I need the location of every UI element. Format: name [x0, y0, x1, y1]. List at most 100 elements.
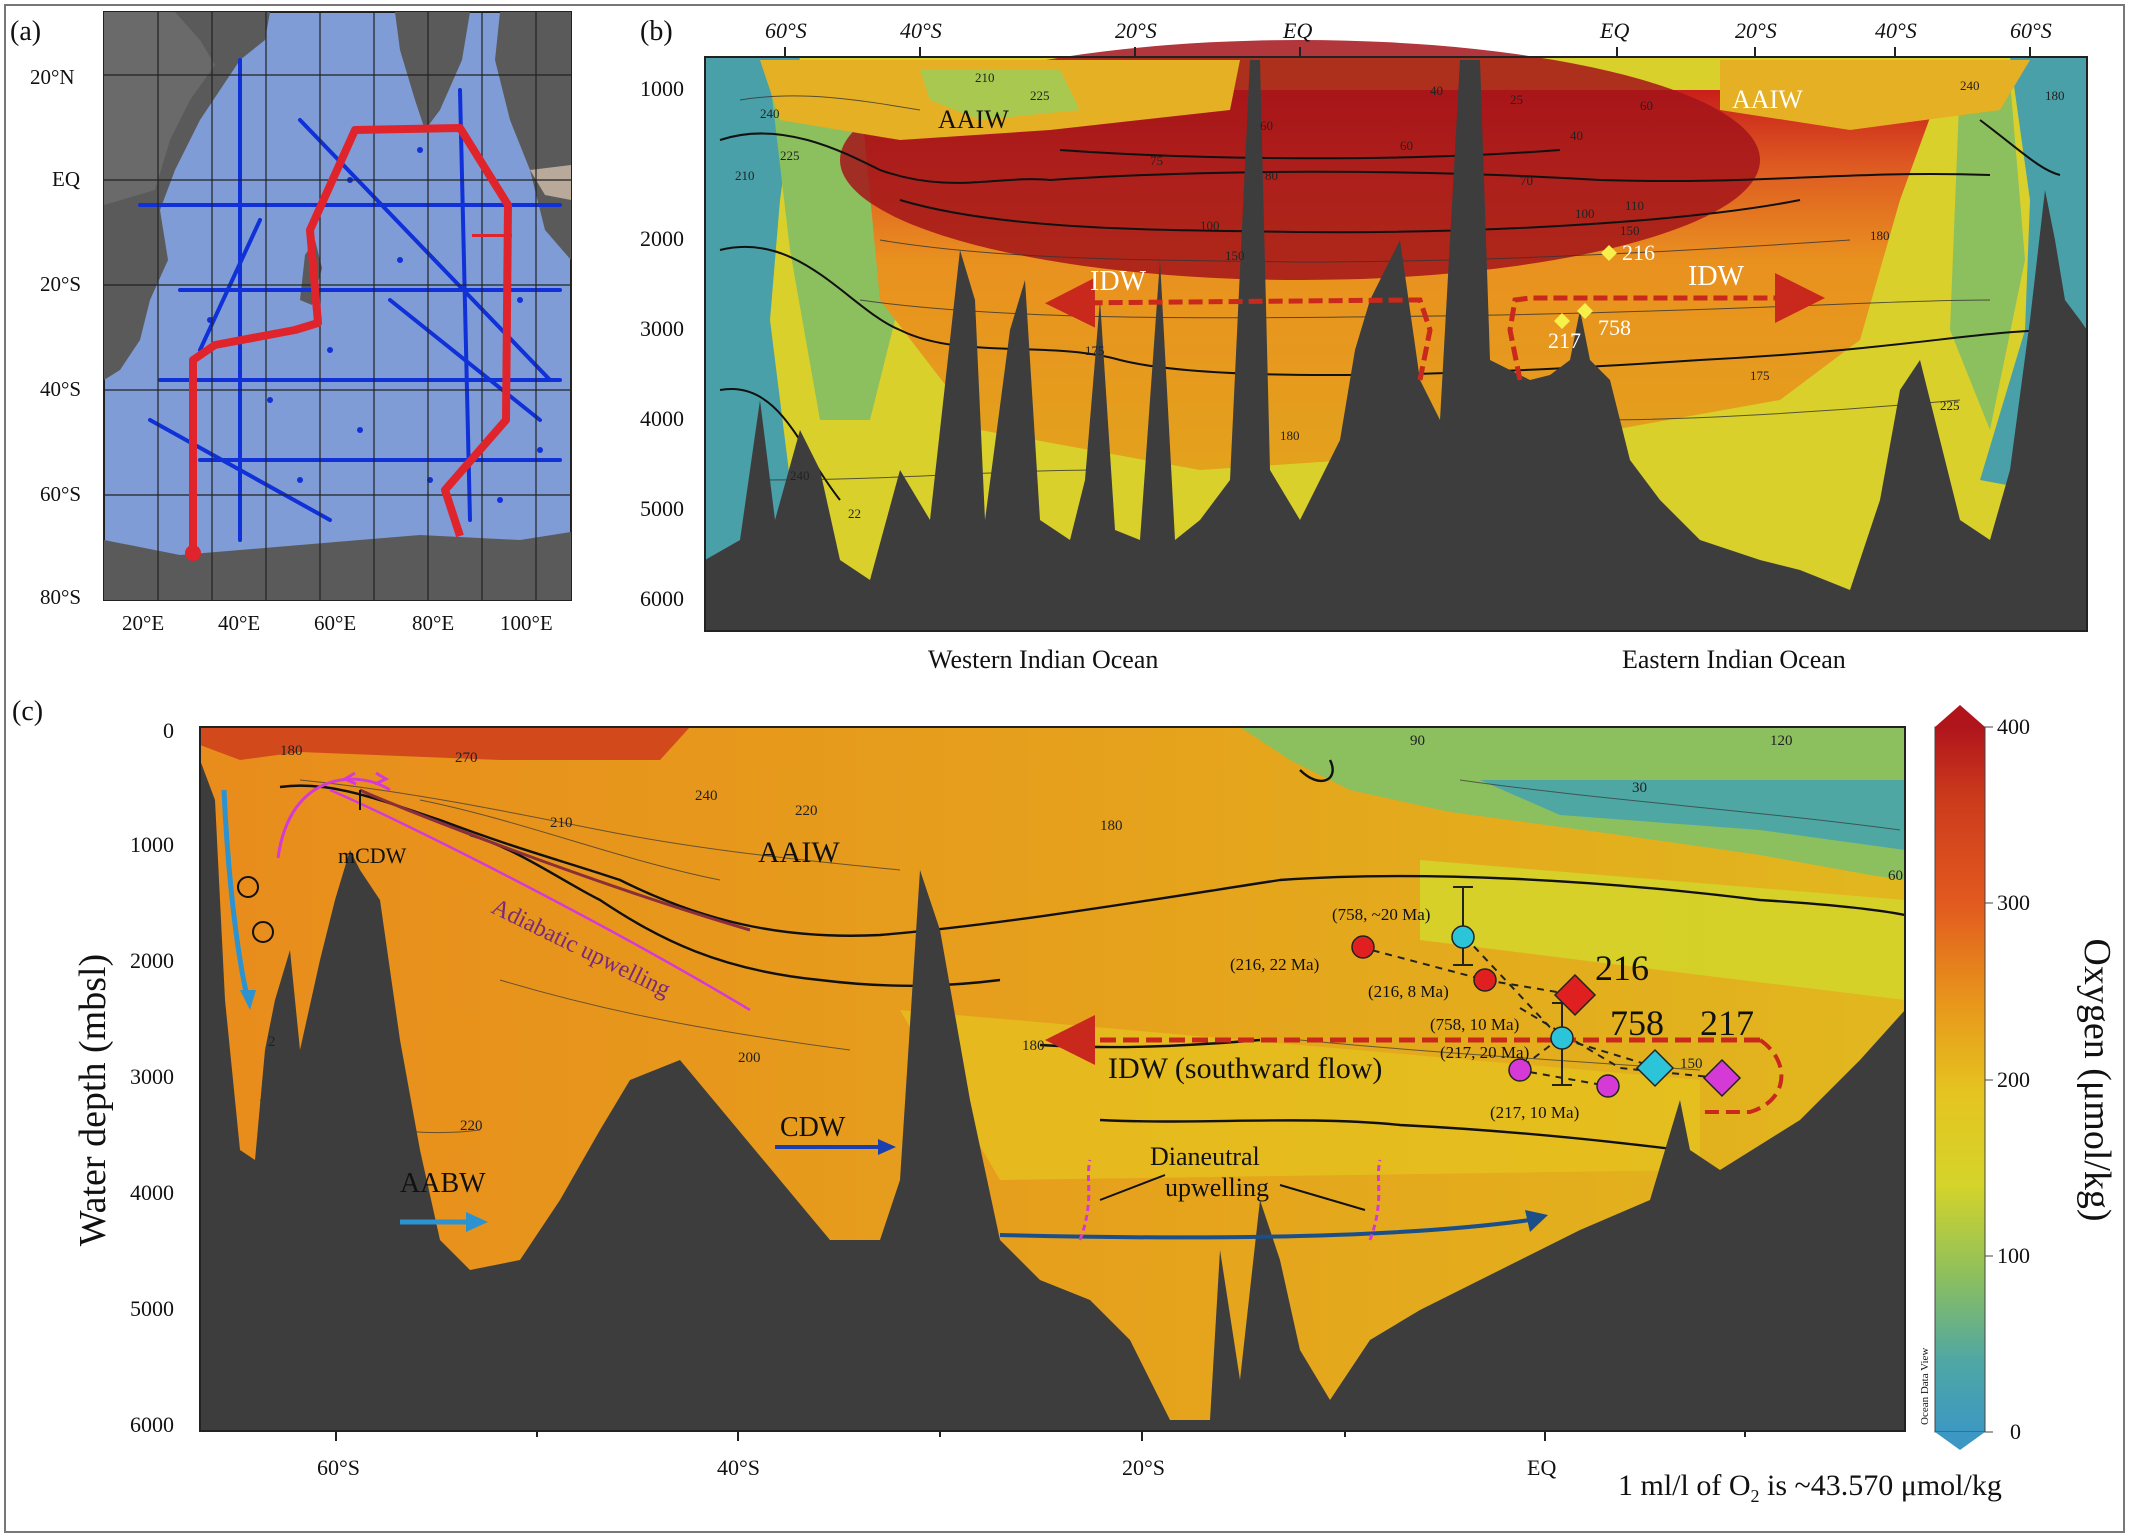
dianeutral-label-2: upwelling	[1165, 1173, 1269, 1202]
panel-b-section: 1000 2000 3000 4000 5000 6000 60°S 40°S …	[640, 16, 2088, 674]
site-758-label-c: 758	[1610, 1003, 1664, 1043]
top-lat-label: EQ	[1282, 18, 1312, 43]
contour-label: 200	[738, 1050, 761, 1066]
depth-label-c: 5000	[130, 1296, 174, 1321]
lat-label: 20°S	[40, 272, 81, 296]
aabw-arrow-head	[466, 1212, 488, 1232]
lon-label: 60°E	[314, 611, 356, 635]
site-217-diamond	[1702, 1058, 1742, 1098]
track-branch	[472, 234, 512, 237]
site-217-label: 217	[1548, 328, 1581, 353]
sample-217-10ma	[1596, 1074, 1620, 1098]
yellow-midwater	[1420, 860, 1905, 1000]
contour-label: 175	[1750, 368, 1770, 383]
idw-west-label: IDW	[1090, 266, 1147, 297]
panel-c-label: (c)	[12, 696, 43, 727]
adiabatic-path-lower	[329, 788, 751, 1012]
contour-label: 175	[1085, 343, 1105, 358]
contour-label: 120	[1770, 733, 1793, 749]
sample-label: (216, 22 Ma)	[1230, 955, 1319, 974]
top-lat-label: 60°S	[765, 18, 807, 43]
lat-label: 60°S	[40, 482, 81, 506]
india-land	[395, 12, 470, 130]
idw-return	[1700, 1038, 1784, 1114]
contour-label: 60	[1260, 118, 1273, 133]
colorbar-bottom-cap	[1935, 1432, 1985, 1450]
contour-label: 25	[1510, 92, 1523, 107]
top-lat-label: 40°S	[1875, 18, 1917, 43]
adiabatic-path-upper	[359, 788, 751, 932]
depth-label-b: 5000	[640, 496, 684, 521]
aaiw-label-c: AAIW	[758, 836, 840, 869]
contour-label: 180	[1870, 228, 1890, 243]
idw-east-label: IDW	[1688, 261, 1745, 292]
site-217-label-c: 217	[1700, 1003, 1754, 1043]
contour-label: 40	[1570, 128, 1583, 143]
mcdw-head	[341, 771, 357, 786]
contour-label: 210	[975, 70, 995, 85]
depth-label-c: 3000	[130, 1064, 174, 1089]
top-lat-labels: 60°S 40°S 20°S EQ EQ 20°S 40°S 60°S	[765, 18, 2052, 43]
section-b-contours	[719, 119, 2061, 501]
sample-758-20ma	[1451, 925, 1475, 949]
lat-label-c: 20°S	[1122, 1455, 1165, 1480]
aaiw-east-label: AAIW	[1732, 85, 1803, 114]
contour-label: 150	[1620, 223, 1640, 238]
section-c-frame	[199, 726, 1906, 1432]
antarctica-land	[104, 532, 571, 600]
sample-758-10ma	[1550, 1026, 1574, 1050]
section-b-contour-labels: 240 210 225 225 210 40 60 80 75 60 100 1…	[735, 70, 2065, 521]
panel-c-section: 0 1000 2000 3000 4000 5000 6000 60°S 40°…	[12, 696, 2118, 1506]
colorbar-tick-label: 300	[1997, 890, 2030, 915]
idw-west-arrow	[1045, 277, 1433, 381]
top-lat-label: 20°S	[1115, 18, 1157, 43]
sample-label: (217, 10 Ma)	[1490, 1103, 1579, 1122]
aabw-sinking-arrow	[221, 789, 251, 1001]
top-lat-label: 20°S	[1735, 18, 1777, 43]
lat-label-c: 60°S	[317, 1455, 360, 1480]
lon-label: 40°E	[218, 611, 260, 635]
contour-label: 240	[760, 106, 780, 121]
depth-label-c: 6000	[130, 1412, 174, 1437]
deep-northward-arrow	[999, 1218, 1531, 1240]
y-axis-title: Water depth (mbsl)	[72, 954, 114, 1246]
contour-label: 240	[1960, 78, 1980, 93]
east-green	[1950, 80, 2025, 430]
colorbar-ticks	[1985, 726, 1993, 1433]
panel-a-map: (a) 20°N EQ 20°S 40°S 60°S 80°S 20°E 40°…	[10, 11, 572, 635]
dianeutral-pointer	[1279, 1184, 1366, 1211]
contour-label: 210	[735, 168, 755, 183]
top-lat-label: 40°S	[900, 18, 942, 43]
depth-label-b: 3000	[640, 316, 684, 341]
sample-216-8ma	[1473, 968, 1497, 992]
lat-label: 40°S	[40, 377, 81, 401]
aaiw-west-core	[920, 70, 1080, 120]
contour-label: 2	[268, 1034, 276, 1050]
contour-label: 180	[1100, 818, 1123, 834]
contour-label: 225	[1940, 398, 1960, 413]
west-ocean-label: Western Indian Ocean	[928, 645, 1158, 674]
sample-label: (758, 10 Ma)	[1430, 1015, 1519, 1034]
site-216-marker	[1601, 245, 1617, 261]
site-758-marker	[1577, 303, 1593, 319]
colorbar-title: Oxygen (μmol/kg)	[2076, 938, 2118, 1221]
depth-label-b: 4000	[640, 406, 684, 431]
sample-216-22ma	[1351, 935, 1375, 959]
colorbar-top-cap	[1935, 705, 1985, 727]
yellow-deep	[900, 1010, 1700, 1180]
aabw-label: AABW	[400, 1168, 486, 1199]
mcdw-head	[374, 771, 390, 786]
contour-label: 60	[1640, 98, 1653, 113]
contour-label: 22	[848, 506, 861, 521]
dianeutral-arrow-west	[1078, 1159, 1092, 1241]
contour-label: 180	[280, 743, 303, 759]
contour-label: 100	[1575, 206, 1595, 221]
section-c-thin-contours	[259, 779, 1901, 1134]
colorbar-tick-label: 400	[1997, 714, 2030, 739]
contour-label: 75	[1150, 153, 1163, 168]
low-o2-teal	[1480, 780, 1905, 850]
contour-label: 240	[695, 788, 718, 804]
west-teal	[705, 57, 800, 560]
lat-label-c: 40°S	[717, 1455, 760, 1480]
